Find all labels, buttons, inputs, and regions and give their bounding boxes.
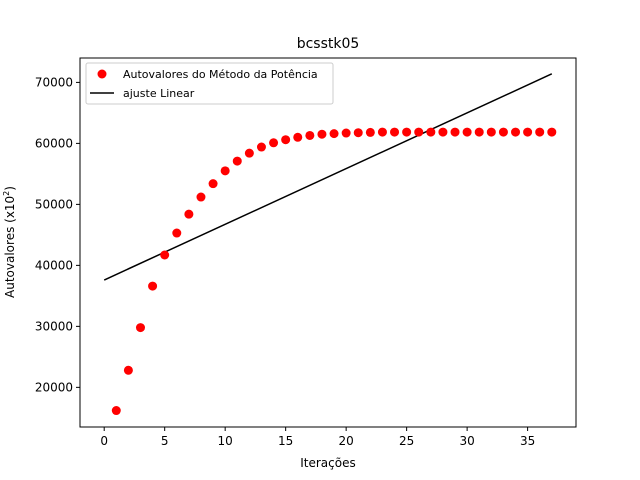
linear-fit-line bbox=[103, 73, 553, 281]
data-point bbox=[281, 135, 291, 145]
legend-label-linear-fit: ajuste Linear bbox=[123, 87, 195, 100]
x-axis-ticks: 0 5 10 15 20 25 30 35 bbox=[100, 427, 535, 448]
data-point bbox=[462, 127, 472, 137]
data-point bbox=[535, 127, 545, 137]
data-point bbox=[232, 156, 242, 166]
y-tick-label: 30000 bbox=[35, 319, 73, 333]
data-point bbox=[377, 127, 387, 137]
data-point bbox=[523, 127, 533, 137]
y-tick-label: 50000 bbox=[35, 197, 73, 211]
x-tick-label: 10 bbox=[218, 434, 233, 448]
y-tick-label: 40000 bbox=[35, 258, 73, 272]
x-tick-label: 15 bbox=[278, 434, 293, 448]
data-point bbox=[329, 129, 339, 139]
data-point bbox=[547, 127, 557, 137]
x-axis-label: Iterações bbox=[300, 456, 356, 470]
x-tick-label: 35 bbox=[520, 434, 535, 448]
data-point bbox=[293, 132, 303, 142]
x-tick-label: 0 bbox=[100, 434, 108, 448]
data-point bbox=[438, 127, 448, 137]
legend-marker-power-method bbox=[97, 69, 107, 79]
data-point bbox=[486, 127, 496, 137]
plot-area bbox=[103, 73, 557, 416]
data-point bbox=[148, 281, 158, 291]
data-point bbox=[269, 138, 279, 148]
x-tick-label: 20 bbox=[339, 434, 354, 448]
data-point bbox=[414, 127, 424, 137]
data-point bbox=[172, 228, 182, 238]
y-tick-label: 20000 bbox=[35, 380, 73, 394]
legend-box bbox=[85, 62, 334, 105]
legend: Autovalores do Método da Potência ajuste… bbox=[85, 62, 334, 105]
data-point bbox=[305, 130, 315, 140]
data-point bbox=[123, 365, 133, 375]
data-point bbox=[450, 127, 460, 137]
data-point bbox=[390, 127, 400, 137]
legend-label-power-method: Autovalores do Método da Potência bbox=[123, 68, 318, 81]
data-point bbox=[160, 250, 170, 260]
data-point bbox=[256, 142, 266, 152]
data-point bbox=[184, 209, 194, 219]
data-point bbox=[511, 127, 521, 137]
data-point bbox=[402, 127, 412, 137]
data-point bbox=[365, 127, 375, 137]
data-point bbox=[196, 192, 206, 202]
plot-frame bbox=[79, 57, 577, 428]
y-tick-label: 60000 bbox=[35, 136, 73, 150]
data-point bbox=[317, 129, 327, 139]
y-axis-ticks: 20000 30000 40000 50000 60000 70000 bbox=[35, 75, 80, 394]
data-point bbox=[135, 323, 145, 333]
y-axis-label: Autovalores (x102) bbox=[2, 186, 17, 298]
data-point bbox=[244, 148, 254, 158]
x-tick-label: 5 bbox=[161, 434, 169, 448]
data-point bbox=[220, 166, 230, 176]
data-point bbox=[474, 127, 484, 137]
y-tick-label: 70000 bbox=[35, 75, 73, 89]
data-point bbox=[353, 128, 363, 138]
x-tick-label: 30 bbox=[459, 434, 474, 448]
x-tick-label: 25 bbox=[399, 434, 414, 448]
data-point bbox=[498, 127, 508, 137]
data-point bbox=[341, 128, 351, 138]
data-point bbox=[208, 179, 218, 189]
data-point bbox=[111, 406, 121, 416]
chart-title: bcsstk05 bbox=[297, 36, 360, 52]
data-point bbox=[426, 127, 436, 137]
